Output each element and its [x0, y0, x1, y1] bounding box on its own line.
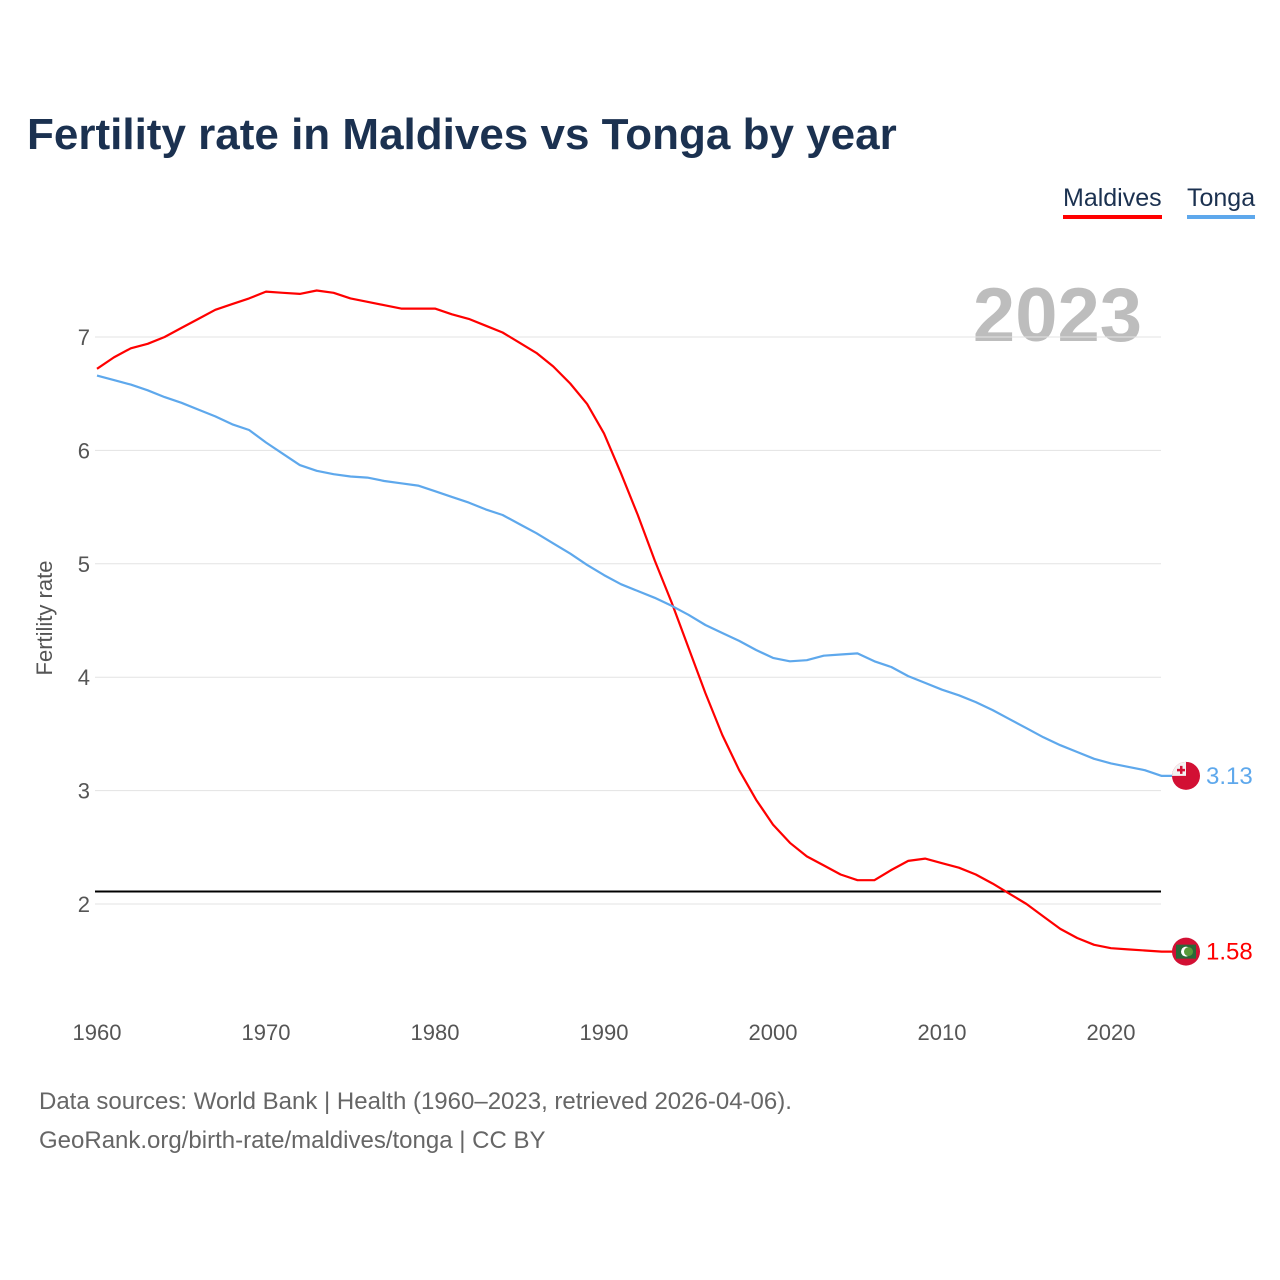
flag-tonga-icon — [1172, 761, 1200, 790]
end-value-label-maldives: 1.58 — [1206, 939, 1253, 966]
y-tick-label: 3 — [78, 779, 90, 804]
series-line-maldives — [96, 289, 1175, 953]
x-tick-label: 2010 — [918, 1020, 967, 1045]
y-tick-label: 7 — [78, 325, 90, 350]
x-tick-label: 2020 — [1087, 1020, 1136, 1045]
footer-credit: GeoRank.org/birth-rate/maldives/tonga | … — [39, 1127, 546, 1154]
chart-title: Fertility rate in Maldives vs Tonga by y… — [27, 110, 897, 159]
cross-h — [1177, 768, 1185, 772]
y-tick-label: 4 — [78, 665, 90, 690]
x-tick-label: 1990 — [580, 1020, 629, 1045]
series-line-tonga — [96, 374, 1175, 778]
flag-maldives-icon — [1172, 937, 1200, 966]
current-year-label: 2023 — [972, 273, 1142, 358]
end-value-label-tonga: 3.13 — [1206, 763, 1253, 790]
legend-tonga[interactable]: Tonga — [1187, 184, 1256, 219]
x-tick-label: 1960 — [73, 1020, 122, 1045]
x-tick-label: 2000 — [749, 1020, 798, 1045]
y-tick-label: 5 — [78, 552, 90, 577]
legend-maldives[interactable]: Maldives — [1063, 184, 1162, 219]
x-tick-label: 1980 — [411, 1020, 460, 1045]
y-tick-label: 6 — [78, 438, 90, 463]
crescent-cut — [1184, 947, 1193, 957]
y-tick-label: 2 — [78, 892, 90, 917]
x-tick-label: 1970 — [242, 1020, 291, 1045]
footer-sources: Data sources: World Bank | Health (1960–… — [39, 1088, 792, 1115]
